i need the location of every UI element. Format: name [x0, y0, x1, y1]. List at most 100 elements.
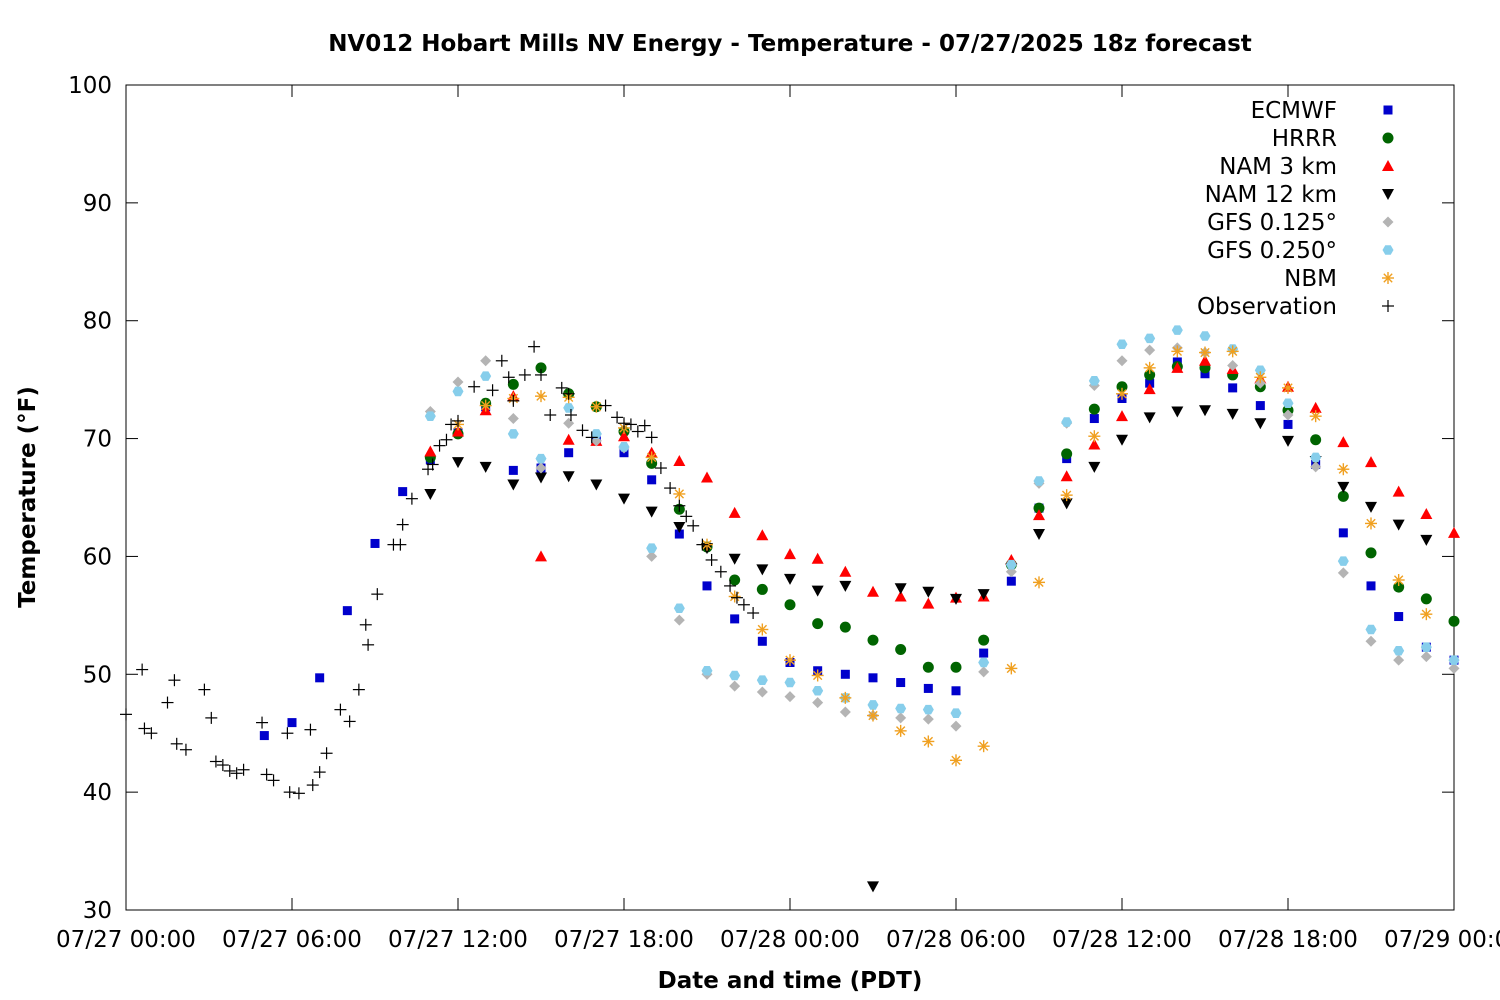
data-point [371, 588, 384, 601]
data-point [729, 574, 741, 586]
data-point [867, 709, 879, 722]
data-point [230, 767, 243, 780]
series-layer [120, 325, 1460, 893]
data-point [576, 424, 589, 437]
data-point [223, 764, 236, 777]
data-point [237, 763, 250, 776]
data-point [507, 413, 519, 425]
data-point [1116, 387, 1128, 400]
data-point [654, 462, 667, 475]
data-point [120, 708, 132, 721]
data-point [868, 673, 878, 683]
data-point [1365, 517, 1377, 530]
data-point [1283, 419, 1293, 429]
data-point [1199, 405, 1211, 417]
data-point [1171, 325, 1183, 335]
data-point [1310, 461, 1322, 473]
data-point [950, 720, 962, 732]
data-point [1088, 461, 1101, 473]
x-axis-label: Date and time (PDT) [658, 968, 923, 994]
data-point [136, 663, 149, 676]
data-point [1005, 559, 1017, 570]
chart-title: NV012 Hobart Mills NV Energy - Temperatu… [328, 31, 1252, 57]
data-point [811, 552, 824, 564]
data-point [564, 448, 574, 458]
data-point [978, 634, 990, 646]
data-point [422, 463, 435, 476]
data-point [362, 638, 375, 651]
data-point [1033, 509, 1045, 521]
data-point [867, 881, 879, 893]
data-point [646, 543, 658, 553]
data-point [729, 680, 741, 692]
data-point [292, 787, 305, 800]
data-point [518, 368, 531, 381]
data-point [507, 429, 519, 439]
data-point [647, 475, 657, 485]
data-point [1420, 534, 1433, 546]
data-point [1199, 346, 1211, 359]
data-point [1228, 383, 1238, 393]
data-point [728, 506, 741, 518]
data-point [1338, 528, 1348, 538]
data-point [445, 418, 458, 431]
data-point [342, 606, 352, 616]
data-point [320, 747, 333, 760]
data-point [618, 417, 630, 430]
legend-marker [1382, 160, 1394, 171]
data-point [535, 472, 547, 484]
x-tick-label: 07/28 12:00 [1052, 927, 1192, 953]
data-point [680, 510, 693, 523]
data-point [1171, 406, 1184, 418]
data-point [535, 453, 547, 464]
data-point [555, 381, 568, 394]
y-axis-label: Temperature (°F) [15, 386, 41, 608]
data-point [867, 634, 879, 646]
data-point [1171, 345, 1184, 358]
data-point [1448, 662, 1460, 674]
legend-label: HRRR [1272, 126, 1337, 152]
data-point [452, 414, 464, 427]
data-point [730, 591, 743, 604]
data-point [198, 683, 211, 696]
data-point [359, 618, 372, 631]
data-point [585, 431, 598, 444]
data-point [535, 368, 547, 381]
data-point [535, 462, 547, 474]
data-point [922, 661, 934, 673]
data-point [1144, 333, 1156, 344]
data-point [618, 430, 630, 442]
data-point [867, 585, 879, 597]
data-point [645, 451, 658, 464]
data-point [894, 724, 907, 737]
data-point [161, 696, 174, 709]
data-point [1365, 547, 1377, 559]
data-point [394, 538, 407, 551]
data-point [590, 400, 603, 413]
data-point [840, 669, 850, 679]
data-point [784, 654, 796, 667]
data-point [1337, 436, 1350, 448]
data-point [1144, 344, 1156, 356]
data-point [922, 704, 934, 715]
data-point [728, 553, 741, 565]
data-point [1088, 430, 1101, 443]
data-point [562, 387, 575, 400]
x-tick-label: 07/27 12:00 [388, 927, 528, 953]
data-point [611, 411, 624, 424]
data-point [646, 550, 658, 562]
data-point [267, 774, 280, 787]
data-point [737, 598, 750, 611]
data-point [168, 674, 181, 687]
data-point [705, 553, 718, 566]
data-point [978, 657, 990, 668]
data-point [1226, 408, 1239, 420]
legend-marker [1382, 189, 1394, 200]
data-point [1254, 365, 1266, 375]
data-point [1337, 490, 1349, 502]
data-point [1365, 501, 1377, 513]
data-point [747, 607, 760, 619]
data-point [1144, 369, 1156, 381]
data-point [287, 718, 297, 728]
data-point [784, 573, 796, 585]
